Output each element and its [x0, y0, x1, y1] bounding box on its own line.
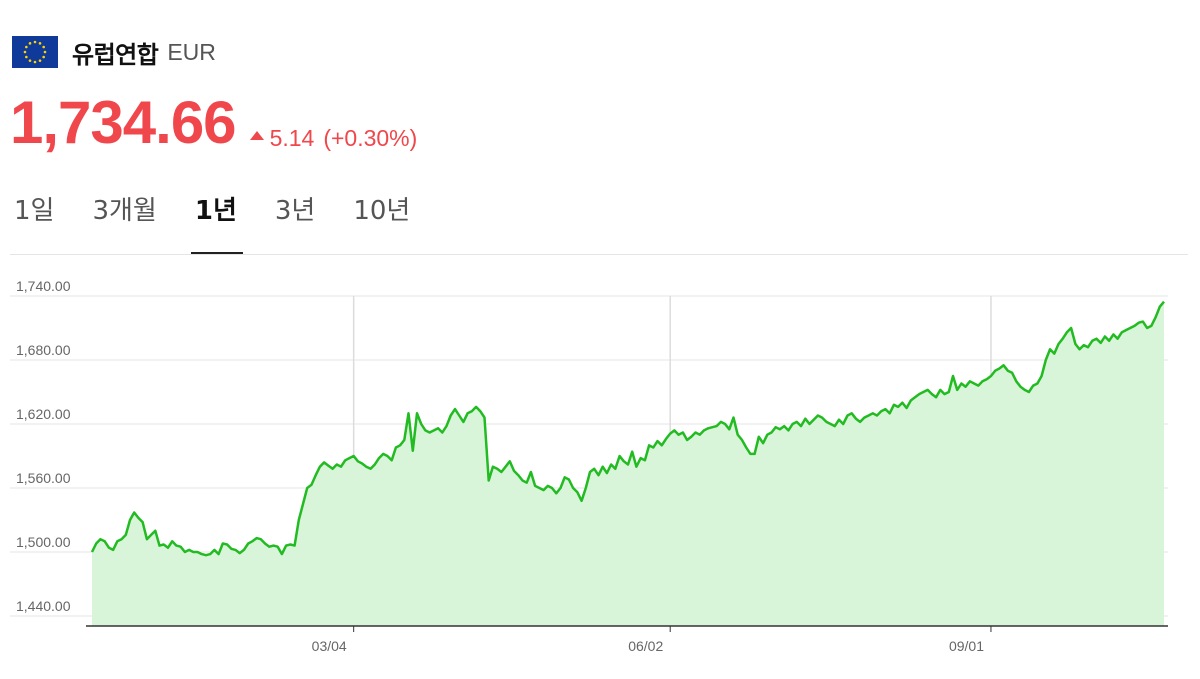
tab-divider: [10, 254, 1188, 255]
x-tick-label: 06/02: [628, 638, 663, 654]
quote: 1,734.66 5.14 (+0.30%): [10, 88, 417, 157]
price-series-line: [90, 300, 1165, 557]
y-tick-label: 1,740.00: [16, 278, 71, 294]
current-price: 1,734.66: [10, 89, 237, 156]
y-tick-label: 1,440.00: [16, 598, 71, 614]
y-tick-label: 1,680.00: [16, 342, 71, 358]
country-name: 유럽연합: [72, 40, 159, 69]
period-tabs: 1일 3개월 1년 3년 10년: [14, 190, 448, 254]
price-change: 5.14 (+0.30%): [249, 125, 418, 152]
change-value: 5.14: [269, 125, 315, 151]
y-tick-label: 1,620.00: [16, 406, 71, 422]
eu-flag-icon: [12, 36, 58, 68]
header: 유럽연합 EUR: [12, 34, 216, 70]
tab-1d[interactable]: 1일: [14, 196, 55, 226]
tab-3y[interactable]: 3년: [274, 196, 316, 226]
y-tick-label: 1,500.00: [16, 534, 71, 550]
x-tick-label: 03/04: [312, 638, 347, 654]
triangle-up-icon: [249, 131, 264, 140]
x-tick-label: 09/01: [949, 638, 984, 654]
y-tick-label: 1,560.00: [16, 470, 71, 486]
tab-10y[interactable]: 10년: [353, 196, 411, 226]
tab-1y[interactable]: 1년: [190, 190, 243, 254]
tab-3m[interactable]: 3개월: [92, 196, 157, 226]
change-percent: (+0.30%): [323, 125, 418, 151]
currency-code: EUR: [167, 38, 216, 65]
price-area: [92, 301, 1164, 626]
